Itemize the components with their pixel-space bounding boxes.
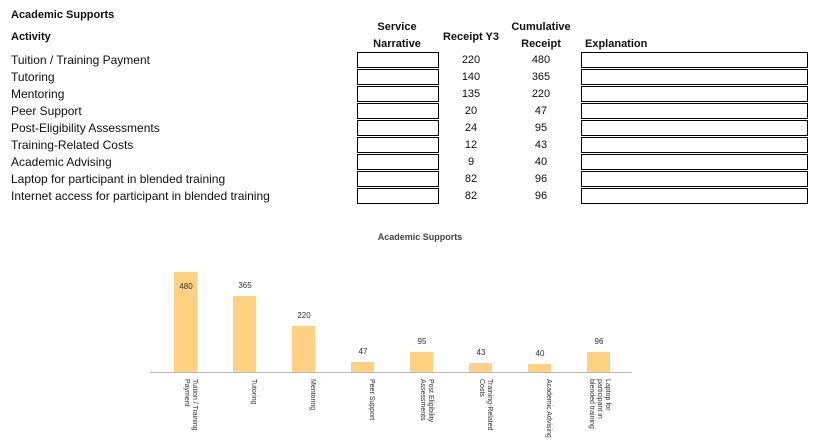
- x-tick-label: Tuition / Training Payment: [183, 379, 198, 431]
- explanation-input[interactable]: [581, 137, 808, 153]
- section-title: Academic Supports: [11, 9, 115, 21]
- receipt-value: 135: [461, 88, 481, 100]
- data-label: 480: [179, 282, 193, 291]
- x-tick-label: Tutoring: [250, 379, 257, 405]
- column-header-explanation: Explanation: [585, 38, 648, 50]
- bar: [528, 363, 551, 372]
- receipt-value: 9: [467, 156, 475, 168]
- cumulative-value: 96: [534, 190, 548, 202]
- service-narrative-input[interactable]: [357, 188, 439, 204]
- activity-label: Internet access for participant in blend…: [11, 189, 270, 203]
- x-tick-label: Academic Advising: [545, 379, 552, 438]
- bar: [469, 363, 492, 372]
- activity-label: Tuition / Training Payment: [11, 53, 150, 67]
- cumulative-value: 47: [534, 105, 548, 117]
- x-tick-label: Training-Related Costs: [478, 379, 493, 431]
- explanation-input[interactable]: [581, 52, 808, 68]
- bar: [587, 352, 610, 372]
- activity-label: Post-Eligibility Assessments: [11, 121, 160, 135]
- bar: [292, 326, 315, 372]
- cumulative-value: 40: [534, 156, 548, 168]
- explanation-input[interactable]: [581, 69, 808, 85]
- x-tick-label: Peer Support: [368, 379, 375, 421]
- receipt-value: 82: [464, 173, 478, 185]
- cumulative-value: 220: [531, 88, 551, 100]
- service-narrative-input[interactable]: [357, 52, 439, 68]
- receipt-value: 12: [464, 139, 478, 151]
- bar: [174, 272, 197, 372]
- explanation-input[interactable]: [581, 171, 808, 187]
- service-narrative-input[interactable]: [357, 137, 439, 153]
- data-label: 365: [238, 280, 252, 290]
- explanation-input[interactable]: [581, 154, 808, 170]
- x-tick-label: Post Eligibility Assessments: [419, 379, 434, 423]
- cumulative-value: 480: [531, 54, 551, 66]
- data-label: 43: [476, 348, 486, 358]
- x-tick-label: Mentoring: [309, 379, 316, 411]
- receipt-value: 220: [461, 54, 481, 66]
- column-header-service-narrative: Service Narrative: [373, 21, 421, 50]
- data-label: 47: [358, 347, 368, 357]
- bar: [351, 362, 374, 372]
- explanation-input[interactable]: [581, 86, 808, 102]
- bar: [233, 295, 256, 372]
- x-tick-label: Laptop for participant in blended traini…: [588, 379, 611, 429]
- activity-label: Academic Advising: [11, 155, 112, 169]
- data-label: 40: [535, 348, 545, 358]
- receipt-value: 140: [461, 71, 481, 83]
- service-narrative-input[interactable]: [357, 120, 439, 136]
- activity-label: Peer Support: [11, 104, 82, 118]
- activity-label: Laptop for participant in blended traini…: [11, 172, 226, 186]
- column-header-cumulative: Cumulative Receipt: [511, 21, 571, 50]
- service-narrative-input[interactable]: [357, 103, 439, 119]
- cumulative-value: 95: [534, 122, 548, 134]
- data-label: 95: [417, 337, 427, 347]
- bar: [410, 352, 433, 372]
- receipt-value: 24: [464, 122, 478, 134]
- column-header-receipt: Receipt Y3: [442, 31, 500, 43]
- service-narrative-input[interactable]: [357, 171, 439, 187]
- receipt-value: 82: [464, 190, 478, 202]
- data-label: 220: [297, 311, 311, 321]
- service-narrative-input[interactable]: [357, 154, 439, 170]
- activity-label: Training-Related Costs: [11, 138, 134, 152]
- data-label: 96: [594, 337, 604, 346]
- cumulative-value: 365: [531, 71, 551, 83]
- column-header-activity: Activity: [11, 31, 51, 43]
- cumulative-value: 96: [534, 173, 548, 185]
- service-narrative-input[interactable]: [357, 86, 439, 102]
- receipt-value: 20: [464, 105, 478, 117]
- cumulative-value: 43: [534, 139, 548, 151]
- explanation-input[interactable]: [581, 188, 808, 204]
- activity-label: Tutoring: [11, 70, 55, 84]
- activity-label: Mentoring: [11, 87, 65, 101]
- explanation-input[interactable]: [581, 120, 808, 136]
- x-axis-line: [150, 372, 632, 373]
- service-narrative-input[interactable]: [357, 69, 439, 85]
- chart-title: Academic Supports: [377, 232, 463, 242]
- explanation-input[interactable]: [581, 103, 808, 119]
